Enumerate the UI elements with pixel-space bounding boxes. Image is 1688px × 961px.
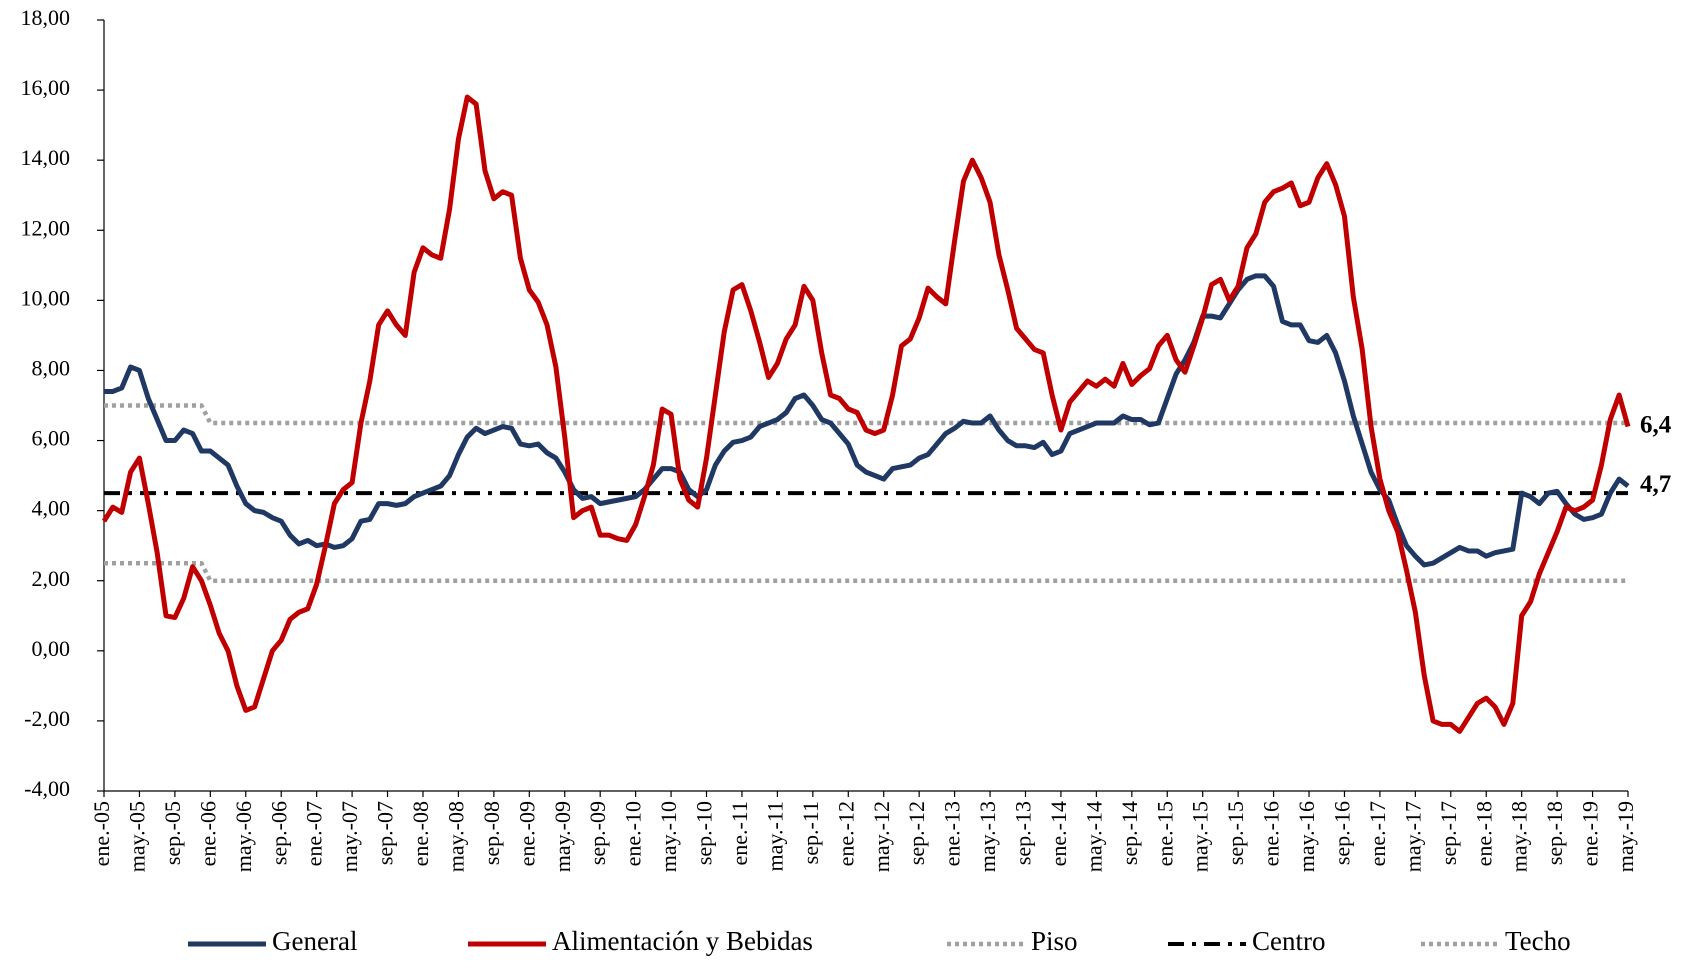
x-tick-label: ene.-05 xyxy=(89,801,114,866)
x-tick-label: may.-17 xyxy=(1400,801,1425,872)
y-tick-label: 0,00 xyxy=(32,636,71,661)
x-tick-label: may.-14 xyxy=(1081,801,1106,872)
legend-label: Centro xyxy=(1252,926,1326,956)
x-tick-label: ene.-17 xyxy=(1365,801,1390,866)
legend-label: Techo xyxy=(1505,926,1571,956)
x-tick-label: may.-15 xyxy=(1188,801,1213,872)
series-line xyxy=(104,403,1628,426)
x-tick-label: ene.-07 xyxy=(302,801,327,866)
x-tick-label: may.-12 xyxy=(869,801,894,872)
x-tick-label: ene.-09 xyxy=(514,801,539,866)
y-tick-label: 12,00 xyxy=(21,215,71,240)
y-tick-label: 2,00 xyxy=(32,566,71,591)
y-tick-label: 8,00 xyxy=(32,356,71,381)
x-tick-label: may.-19 xyxy=(1613,801,1638,872)
x-tick-label: sep.-12 xyxy=(904,801,929,865)
x-tick-label: sep.-15 xyxy=(1223,801,1248,865)
x-tick-label: ene.-14 xyxy=(1046,801,1071,866)
legend-label: General xyxy=(272,926,357,956)
y-tick-label: 4,00 xyxy=(32,496,71,521)
x-tick-label: ene.-06 xyxy=(195,801,220,866)
x-tick-label: may.-06 xyxy=(231,801,256,872)
x-tick-label: sep.-18 xyxy=(1542,801,1567,865)
x-tick-label: sep.-08 xyxy=(479,801,504,865)
x-tick-label: sep.-09 xyxy=(585,801,610,865)
series-line xyxy=(104,560,1628,583)
series-line xyxy=(101,94,1631,734)
y-tick-label: 18,00 xyxy=(21,5,71,30)
x-tick-label: ene.-08 xyxy=(408,801,433,866)
series-line xyxy=(104,273,1630,568)
x-tick-label: may.-10 xyxy=(656,801,681,872)
x-tick-label: may.-09 xyxy=(550,801,575,872)
end-label: 6,4 xyxy=(1640,411,1672,438)
x-tick-label: ene.-13 xyxy=(940,801,965,866)
x-tick-label: sep.-16 xyxy=(1330,801,1355,865)
y-tick-label: -4,00 xyxy=(24,776,70,801)
y-tick-label: 10,00 xyxy=(21,285,71,310)
x-tick-label: ene.-16 xyxy=(1259,801,1284,866)
x-tick-label: may.-13 xyxy=(975,801,1000,872)
legend-label: Piso xyxy=(1031,926,1078,956)
x-tick-label: may.-05 xyxy=(124,801,149,872)
x-tick-label: may.-07 xyxy=(337,801,362,872)
x-tick-label: sep.-06 xyxy=(266,801,291,865)
x-tick-label: sep.-13 xyxy=(1011,801,1036,865)
x-tick-label: sep.-11 xyxy=(798,801,823,864)
x-tick-label: may.-11 xyxy=(762,801,787,871)
y-tick-label: 16,00 xyxy=(21,75,71,100)
x-tick-label: ene.-15 xyxy=(1152,801,1177,866)
x-tick-label: may.-18 xyxy=(1507,801,1532,872)
y-tick-label: -2,00 xyxy=(24,706,70,731)
x-tick-label: sep.-17 xyxy=(1436,801,1461,865)
x-tick-label: sep.-07 xyxy=(373,801,398,865)
y-tick-label: 6,00 xyxy=(32,426,71,451)
x-tick-label: sep.-14 xyxy=(1117,801,1142,865)
x-tick-label: may.-16 xyxy=(1294,801,1319,872)
x-tick-label: may.-08 xyxy=(443,801,468,872)
x-tick-label: ene.-10 xyxy=(621,801,646,866)
x-tick-label: ene.-19 xyxy=(1578,801,1603,866)
x-tick-label: ene.-18 xyxy=(1471,801,1496,866)
y-tick-label: 14,00 xyxy=(21,145,71,170)
x-tick-label: ene.-11 xyxy=(727,801,752,866)
x-tick-label: sep.-05 xyxy=(160,801,185,865)
x-tick-label: ene.-12 xyxy=(833,801,858,866)
end-label: 4,7 xyxy=(1640,471,1671,498)
legend-label: Alimentación y Bebidas xyxy=(552,926,813,956)
x-tick-label: sep.-10 xyxy=(692,801,717,865)
